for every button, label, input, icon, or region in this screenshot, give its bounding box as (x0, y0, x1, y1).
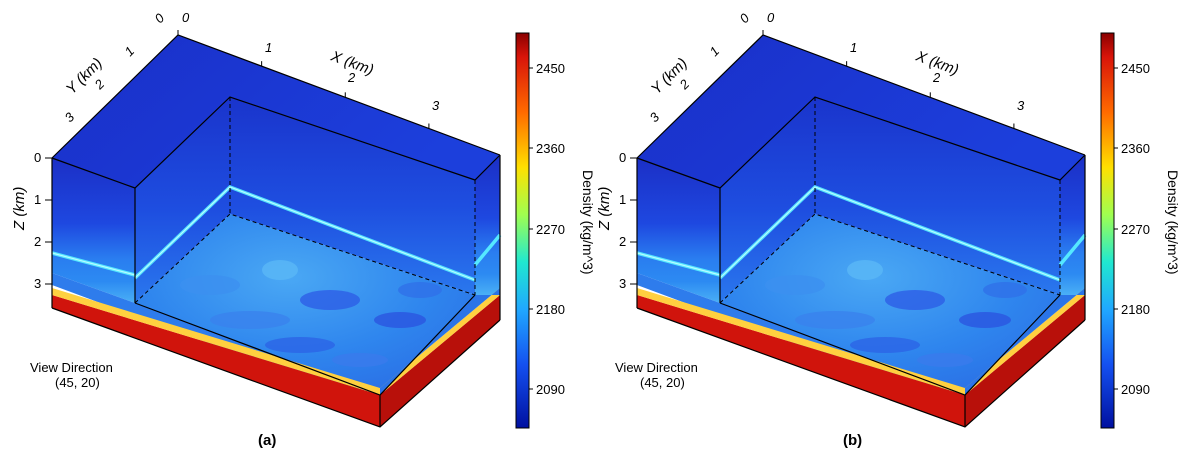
bottom-yellow-band-front (637, 288, 965, 395)
right-density-band (473, 233, 502, 267)
z-tick-label: 3 (619, 276, 626, 291)
floor-texture (850, 337, 920, 353)
colorbar-tick-label: 2090 (1121, 382, 1150, 397)
top-face (637, 35, 1085, 188)
floor-texture (795, 311, 875, 329)
colorbar (1100, 32, 1115, 429)
colorbar-tick-label: 2360 (536, 141, 565, 156)
inner-wall-right (230, 97, 475, 295)
colorbar-tick-label: 2180 (536, 302, 565, 317)
colorbar-tick-label: 2450 (1121, 61, 1150, 76)
outline-base (636, 307, 1086, 428)
outline-floor-back (719, 213, 1061, 304)
floor-texture (917, 353, 973, 367)
inner-density-band-core (719, 186, 1061, 281)
bottom-yellow-band-front (52, 288, 380, 395)
x-tick-label: 0 (182, 10, 190, 25)
y-tick-label: 3 (647, 109, 663, 125)
y-axis-title: Y (km) (648, 55, 691, 98)
bottom-red-layer-right (965, 295, 1085, 427)
left-side-face (52, 158, 135, 303)
floor-texture (180, 275, 240, 295)
colorbar-title: Density (kg/m^3) (1165, 170, 1181, 275)
z-tick-label: 1 (619, 192, 626, 207)
floor-texture (765, 275, 825, 295)
colorbar-title: Density (kg/m^3) (580, 170, 596, 275)
z-tick-label: 3 (34, 276, 41, 291)
x-tick-label: 1 (265, 40, 272, 55)
view-direction-label: View Direction (615, 360, 698, 375)
floor-texture (374, 312, 426, 328)
y-axis-title: Y (km) (63, 55, 106, 98)
right-density-band (1058, 233, 1087, 267)
z-tick-label: 2 (619, 234, 626, 249)
view-direction-value: (45, 20) (640, 375, 685, 390)
x-tick-label: 2 (347, 70, 356, 85)
view-direction-label: View Direction (30, 360, 113, 375)
y-tick-label: 1 (122, 43, 138, 59)
z-axis-title: Z (km) (11, 187, 28, 231)
floor-texture (332, 353, 388, 367)
y-tick-label: 1 (707, 43, 723, 59)
bottom-red-layer-front (52, 295, 380, 427)
inner-wall-left (135, 97, 230, 303)
x-tick-label: 3 (1017, 98, 1025, 113)
y-tick-label: 0 (737, 10, 753, 26)
top-face (52, 35, 500, 188)
left-density-band-core (636, 252, 721, 276)
bottom-yellow-band-right (965, 288, 1085, 395)
inner-wall-right (815, 97, 1060, 295)
floor-texture (959, 312, 1011, 328)
floor-texture (262, 260, 298, 280)
colorbar-tick-label: 2450 (536, 61, 565, 76)
view-direction-value: (45, 20) (55, 375, 100, 390)
floor-texture (983, 282, 1027, 298)
y-tick-label: 3 (62, 109, 78, 125)
x-tick-label: 2 (932, 70, 941, 85)
floor-texture (210, 311, 290, 329)
z-tick-label: 2 (34, 234, 41, 249)
floor-texture (885, 290, 945, 310)
floor-texture (300, 290, 360, 310)
z-tick-label: 0 (34, 150, 41, 165)
x-tick-label: 3 (432, 98, 440, 113)
left-side-face (637, 158, 720, 303)
bottom-yellow-band-right (380, 288, 500, 395)
floor-texture (847, 260, 883, 280)
panel-caption: (a) (258, 432, 276, 449)
z-tick-label: 1 (34, 192, 41, 207)
colorbar-tick-label: 2270 (536, 222, 565, 237)
z-axis-title: Z (km) (596, 187, 613, 231)
floor-texture (398, 282, 442, 298)
outline-floor-front (719, 294, 1061, 396)
panel-caption: (b) (843, 432, 862, 449)
bottom-red-layer-front (637, 295, 965, 427)
colorbar-tick-label: 2090 (536, 382, 565, 397)
outline-floor-front (134, 294, 476, 396)
outline-base (51, 307, 501, 428)
colorbar-tick-label: 2360 (1121, 141, 1150, 156)
x-tick-label: 0 (767, 10, 775, 25)
outline-floor-back (134, 213, 476, 304)
floor-texture (265, 337, 335, 353)
inner-wall-left (720, 97, 815, 303)
colorbar (515, 32, 530, 429)
x-tick-label: 1 (850, 40, 857, 55)
left-density-band-core (51, 252, 136, 276)
y-tick-label: 0 (152, 10, 168, 26)
z-tick-label: 0 (619, 150, 626, 165)
bottom-red-layer-right (380, 295, 500, 427)
inner-density-band-core (134, 186, 476, 281)
colorbar-tick-label: 2270 (1121, 222, 1150, 237)
colorbar-tick-label: 2180 (1121, 302, 1150, 317)
